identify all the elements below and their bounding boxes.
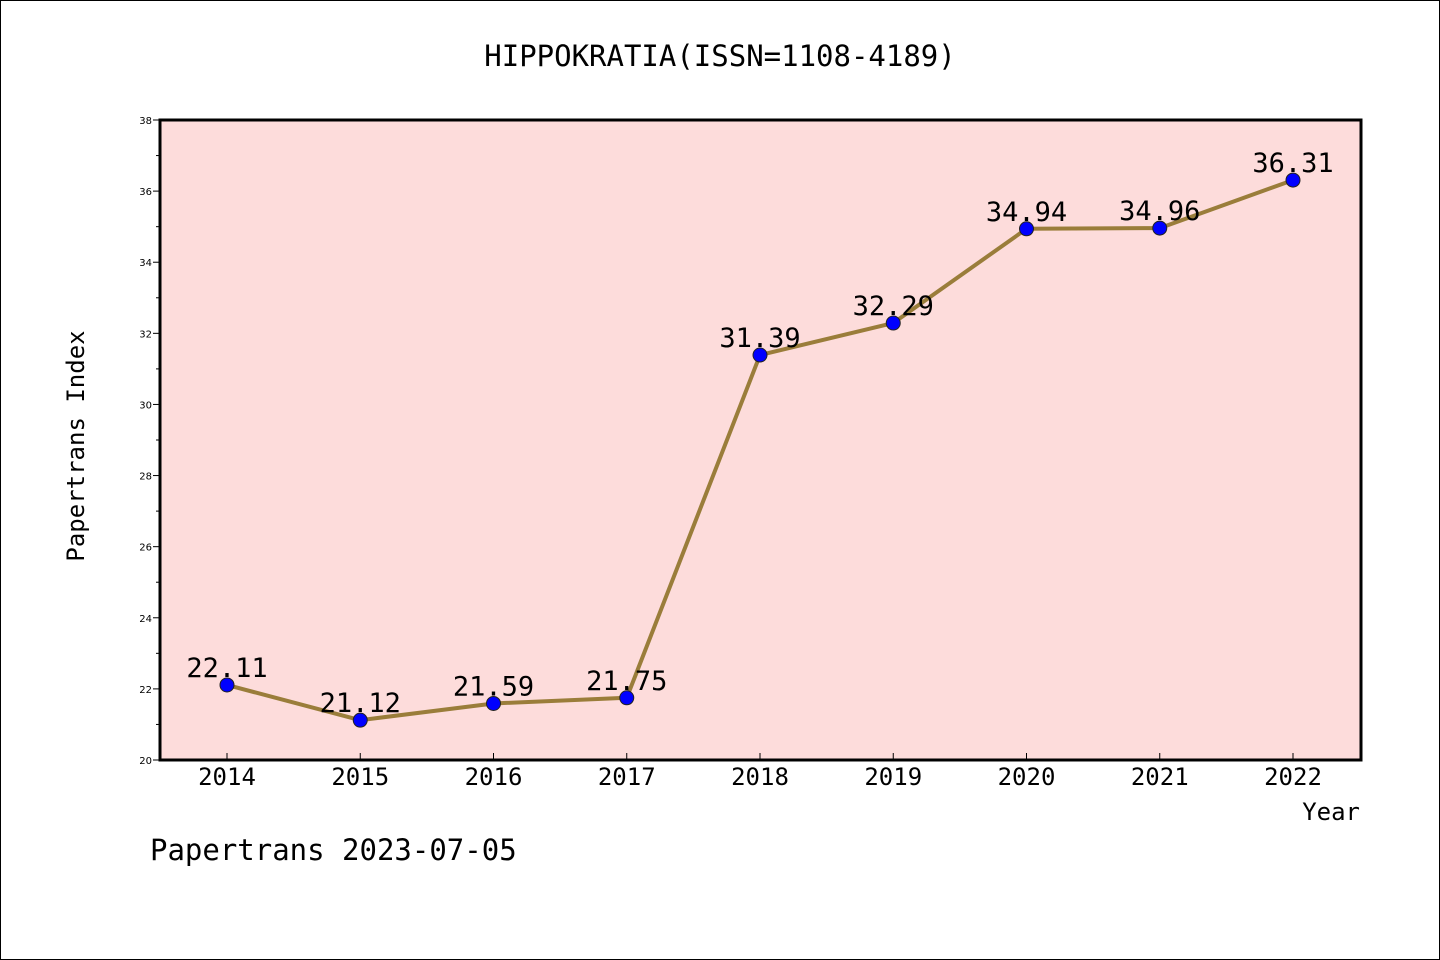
data-point [219, 677, 235, 693]
x-tick-label: 2022 [1264, 763, 1322, 791]
y-axis: 20 22 24 26 28 30 32 34 36 38 [139, 116, 160, 767]
y-tick-label: 38 [139, 116, 152, 127]
x-tick-label: 2021 [1131, 763, 1189, 791]
data-label: 21.59 [453, 671, 534, 702]
x-tick-label: 2018 [731, 763, 789, 791]
y-tick-label: 30 [139, 400, 152, 411]
x-tick-label: 2015 [331, 763, 389, 791]
data-point [1285, 172, 1301, 188]
series-index: 22.11 21.12 21.59 21.75 31.39 32.29 34.94 34.96… [186, 148, 1334, 728]
data-label: 36.31 [1252, 148, 1333, 179]
data-label: 34.96 [1119, 196, 1200, 227]
y-tick-label: 36 [139, 187, 152, 198]
data-label: 22.11 [186, 653, 267, 684]
data-label: 32.29 [853, 291, 934, 322]
data-point [619, 690, 635, 706]
x-tick-label: 2020 [998, 763, 1056, 791]
y-tick-label: 28 [139, 472, 152, 483]
footer-watermark: Papertrans 2023-07-05 [150, 833, 517, 867]
data-point [352, 712, 368, 728]
y-tick-label: 24 [139, 614, 152, 625]
data-point [1019, 221, 1034, 237]
x-tick-label: 2019 [864, 763, 922, 791]
data-point [752, 347, 768, 363]
y-tick-label: 20 [139, 756, 152, 767]
data-point [885, 315, 901, 331]
data-label: 21.12 [320, 688, 401, 719]
data-point [486, 695, 501, 711]
x-tick-label: 2014 [198, 763, 256, 791]
x-axis-label: Year [1302, 798, 1360, 826]
y-tick-label: 22 [139, 685, 152, 696]
x-axis: 2014 2015 2016 2017 2018 2019 2020 2021 2022 [198, 753, 1322, 791]
y-axis-label: Papertrans Index [62, 330, 90, 561]
data-label: 31.39 [719, 323, 800, 354]
data-point [1152, 220, 1168, 236]
x-tick-label: 2017 [598, 763, 656, 791]
data-label: 34.94 [986, 197, 1067, 228]
x-tick-label: 2016 [465, 763, 523, 791]
y-tick-label: 34 [139, 258, 152, 269]
y-tick-label: 26 [139, 543, 152, 554]
data-label: 21.75 [586, 666, 667, 697]
y-tick-label: 32 [139, 329, 152, 340]
chart-title: HIPPOKRATIA(ISSN=1108-4189) [484, 39, 955, 73]
